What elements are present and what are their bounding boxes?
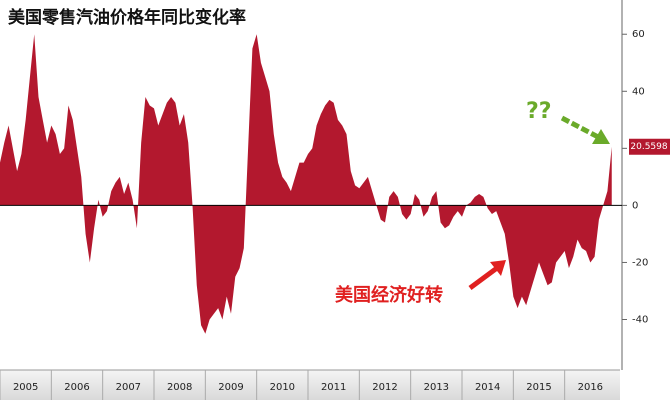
x-tick-label: 2009 — [218, 382, 243, 393]
y-tick-label: 40 — [632, 86, 645, 97]
x-tick-label: 2011 — [321, 382, 346, 393]
annotation: 美国经济好转 — [335, 284, 443, 306]
x-tick-label: 2015 — [526, 382, 551, 393]
y-tick-label: -20 — [632, 257, 648, 268]
annotation-arrowhead — [592, 129, 610, 144]
y-tick-label: 60 — [632, 29, 645, 40]
y-tick-label: 0 — [632, 200, 638, 211]
annotation-arrow — [560, 115, 602, 141]
annotation: ?? — [526, 99, 552, 124]
x-tick-label: 2012 — [372, 382, 397, 393]
x-tick-label: 2016 — [578, 382, 603, 393]
x-tick-label: 2005 — [13, 382, 38, 393]
y-tick-label: -40 — [632, 315, 648, 326]
annotation-arrowhead — [490, 260, 506, 276]
chart-title: 美国零售汽油价格年同比变化率 — [8, 7, 246, 28]
x-tick-label: 2010 — [270, 382, 295, 393]
x-tick-label: 2008 — [167, 382, 192, 393]
x-tick-label: 2013 — [424, 382, 449, 393]
x-tick-label: 2014 — [475, 382, 500, 393]
last-value-label: 20.5598 — [630, 142, 667, 152]
x-tick-label: 2006 — [64, 382, 89, 393]
annotation-arrow — [468, 265, 499, 291]
x-axis-band — [0, 370, 620, 400]
x-tick-label: 2007 — [116, 382, 141, 393]
last-value-box — [629, 138, 670, 155]
area — [0, 34, 612, 334]
